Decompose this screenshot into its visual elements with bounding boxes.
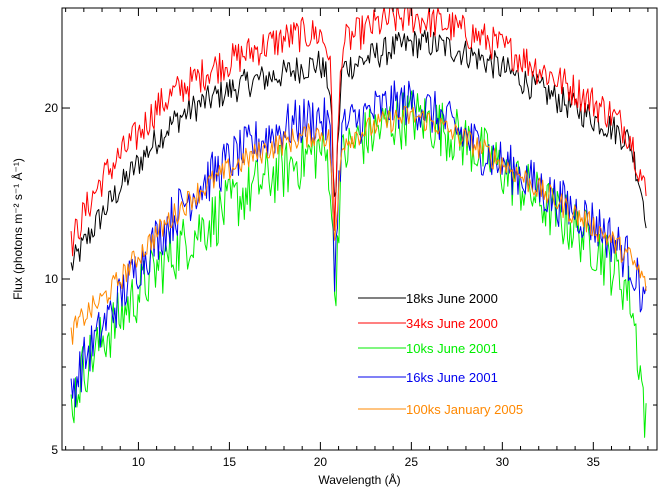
- series-line-5: [70, 105, 647, 345]
- x-tick-label: 10: [132, 455, 146, 469]
- plot-frame: [61, 7, 658, 451]
- legend-label-3: 10ks June 2001: [406, 341, 498, 356]
- x-tick-label: 35: [587, 455, 601, 469]
- y-tick-label: 20: [45, 101, 59, 115]
- x-tick-label: 15: [223, 455, 237, 469]
- x-tick-label: 25: [405, 455, 419, 469]
- series-line-1: [70, 29, 647, 271]
- y-tick-label: 10: [45, 272, 59, 286]
- y-axis: 5 10 20: [45, 7, 657, 457]
- y-tick-label: 5: [51, 443, 58, 457]
- series-line-2: [70, 8, 647, 257]
- x-axis-title: Wavelength (Å): [318, 472, 400, 487]
- legend: 18ks June 2000 34ks June 2000 10ks June 20…: [358, 291, 523, 417]
- legend-label-4: 16ks June 2001: [406, 370, 498, 385]
- x-tick-label: 30: [496, 455, 510, 469]
- legend-label-5: 100ks January 2005: [406, 402, 523, 417]
- legend-label-1: 18ks June 2000: [406, 291, 498, 306]
- series-line-3: [70, 90, 647, 438]
- x-axis: 10 15 20 25 30 35: [65, 8, 649, 469]
- x-tick-label: 20: [314, 455, 328, 469]
- series-layer: [70, 8, 647, 438]
- legend-label-2: 34ks June 2000: [406, 316, 498, 331]
- y-axis-title: Flux (photons m⁻² s⁻¹ Å⁻¹): [10, 158, 25, 300]
